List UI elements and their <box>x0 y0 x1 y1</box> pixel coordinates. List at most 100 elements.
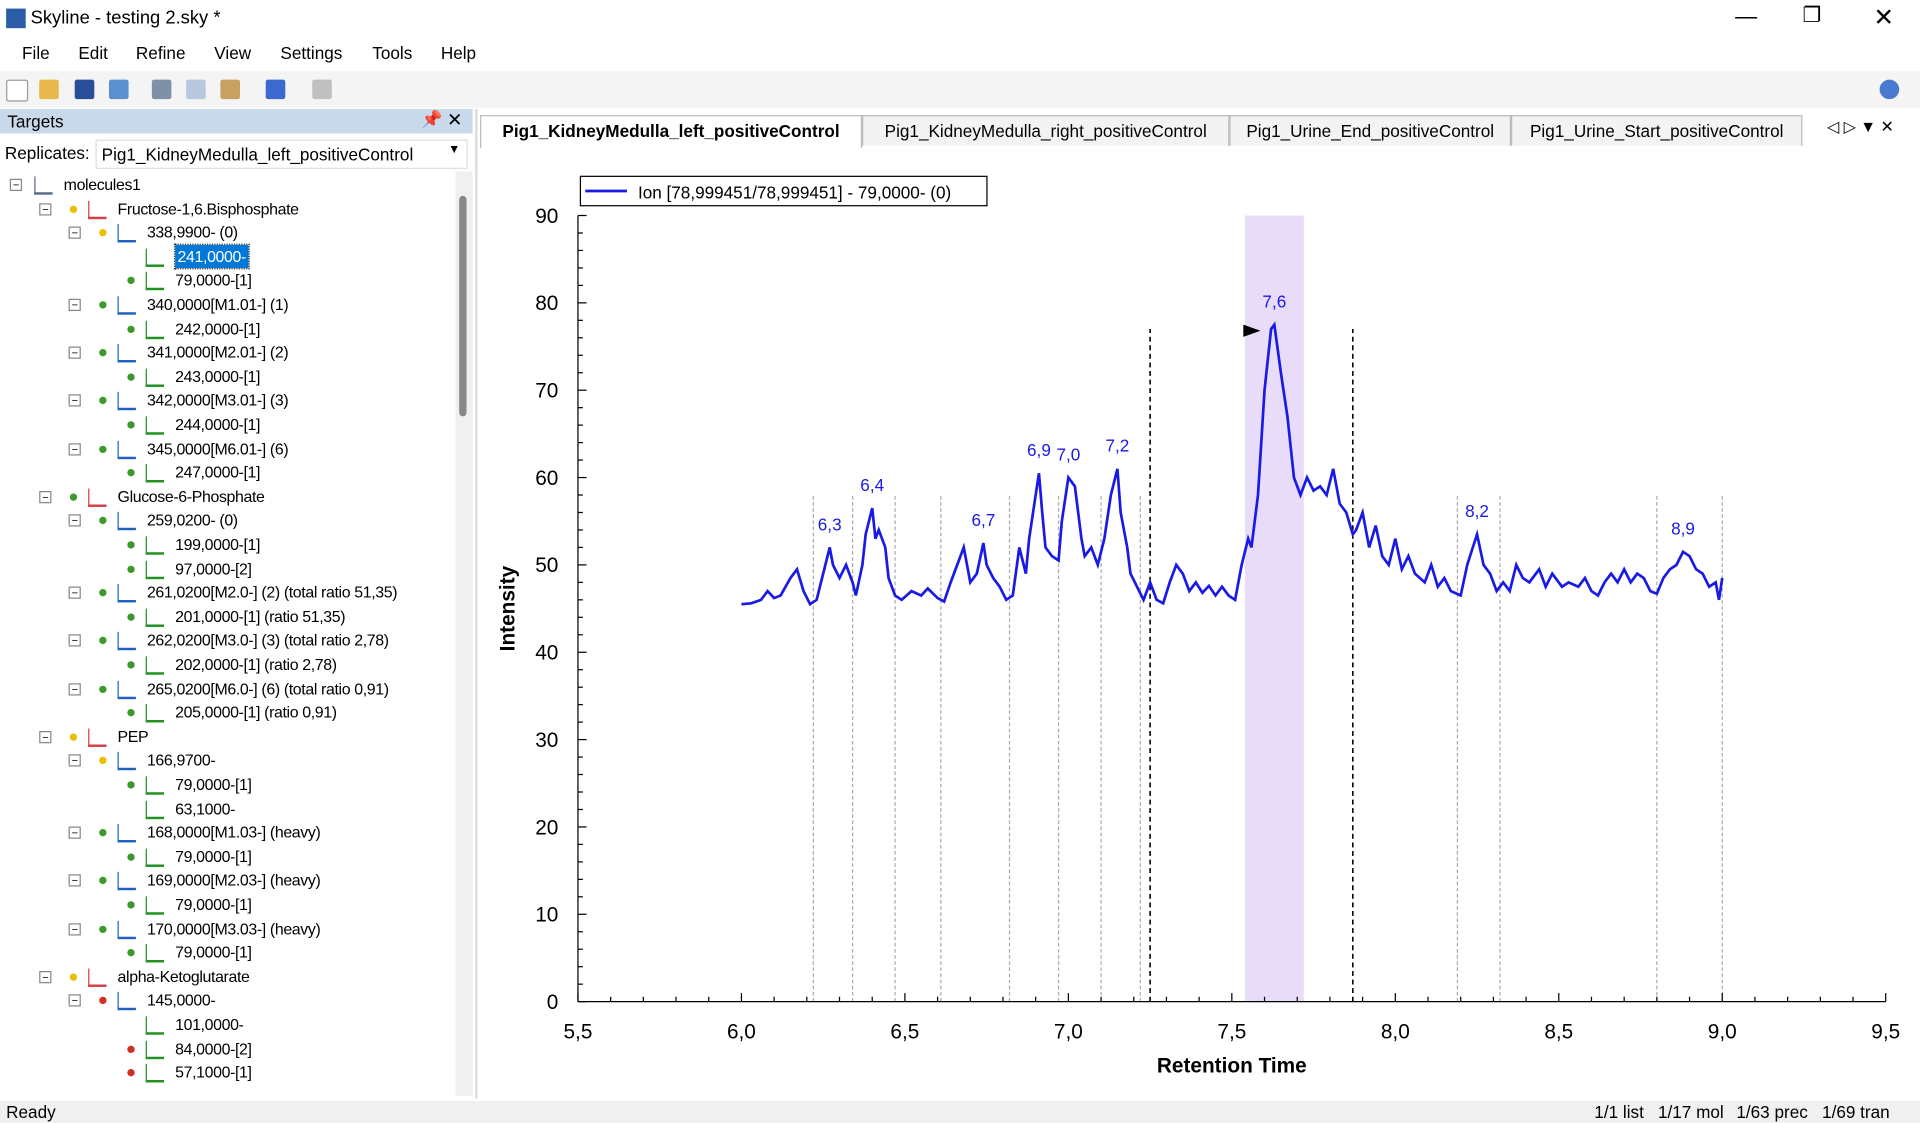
status-dot <box>127 469 135 477</box>
tree-node[interactable]: Glucose-6-Phosphate <box>117 487 265 506</box>
tree-node[interactable]: 79,0000-[1] <box>175 943 252 962</box>
tree-node[interactable]: Fructose-1,6.Bisphosphate <box>117 199 299 218</box>
expander[interactable]: − <box>68 586 81 600</box>
menu-item[interactable]: File <box>22 42 50 63</box>
expander[interactable]: − <box>68 394 81 408</box>
status-dot <box>127 781 135 789</box>
tree-node[interactable]: 57,1000-[1] <box>175 1063 252 1082</box>
menu-item[interactable]: Edit <box>78 42 108 63</box>
close-button[interactable]: ✕ <box>1873 4 1894 32</box>
tree-node[interactable]: 241,0000- <box>173 243 250 270</box>
status-dot <box>99 925 107 933</box>
expander[interactable]: − <box>68 874 81 888</box>
tree-node[interactable]: 97,0000-[2] <box>175 559 252 578</box>
menu-item[interactable]: Tools <box>372 42 413 63</box>
x-tick-label: 6,0 <box>727 1020 756 1043</box>
expander[interactable]: − <box>9 178 23 192</box>
redo-button[interactable] <box>312 79 332 100</box>
expander[interactable]: − <box>68 514 81 528</box>
save-button[interactable] <box>74 79 95 100</box>
tree-node[interactable]: 79,0000-[1] <box>175 271 252 290</box>
tree-node[interactable]: 202,0000-[1] (ratio 2,78) <box>175 655 337 674</box>
tree-node[interactable]: 166,9700- <box>146 751 216 770</box>
tree-node[interactable]: 201,0000-[1] (ratio 51,35) <box>175 607 346 626</box>
copy-button[interactable] <box>186 79 206 100</box>
menu-item[interactable]: Settings <box>280 42 343 63</box>
scrollbar[interactable] <box>455 171 473 1096</box>
tree-node[interactable]: 169,0000[M2.03-] (heavy) <box>146 871 321 890</box>
expander[interactable]: − <box>39 730 52 744</box>
tree-node[interactable]: 265,0200[M6.0-] (6) (total ratio 0,91) <box>146 679 389 698</box>
menu-bar: File Edit Refine View Settings Tools Help <box>0 36 1920 69</box>
tree-node[interactable]: 345,0000[M6.01-] (6) <box>146 439 289 458</box>
tree-node[interactable]: 338,9900- (0) <box>146 223 238 242</box>
y-tick-label: 90 <box>535 205 558 228</box>
tree-node[interactable]: 244,0000-[1] <box>175 415 261 434</box>
tree-node[interactable]: molecules1 <box>63 175 141 194</box>
restore-button[interactable]: ❐ <box>1802 3 1822 27</box>
close-targets[interactable]: ✕ <box>446 110 463 132</box>
node-icon <box>117 920 136 939</box>
tree-node[interactable]: 341,0000[M2.01-] (2) <box>146 343 289 362</box>
menu-item[interactable]: Help <box>440 42 477 63</box>
tree-node[interactable]: 79,0000-[1] <box>175 775 252 794</box>
undo-button[interactable] <box>265 79 286 100</box>
expander[interactable]: − <box>68 826 81 840</box>
expander[interactable]: − <box>68 298 81 312</box>
tree-node[interactable]: 261,0200[M2.0-] (2) (total ratio 51,35) <box>146 583 398 602</box>
expander[interactable]: − <box>68 922 81 936</box>
tree-node[interactable]: 262,0200[M3.0-] (3) (total ratio 2,78) <box>146 631 389 650</box>
tree-node[interactable]: 243,0000-[1] <box>175 367 261 386</box>
expander[interactable]: − <box>39 970 52 984</box>
expander[interactable]: − <box>39 202 52 216</box>
peak-label: 7,2 <box>1106 436 1130 456</box>
tree-node[interactable]: 342,0000[M3.01-] (3) <box>146 391 289 410</box>
tab[interactable]: Pig1_KidneyMedulla_right_positiveControl <box>862 115 1230 146</box>
targets-title: Targets <box>7 111 64 132</box>
tree-node[interactable]: 145,0000- <box>146 991 216 1010</box>
tab-nav[interactable]: ◁ ▷ ▼ ✕ <box>1826 117 1894 136</box>
tree-node[interactable]: 259,0200- (0) <box>146 511 238 530</box>
peak-label: 6,4 <box>860 475 884 495</box>
tree-node[interactable]: 170,0000[M3.03-] (heavy) <box>146 919 321 938</box>
menu-item[interactable]: View <box>214 42 252 63</box>
tab[interactable]: Pig1_Urine_End_positiveControl <box>1229 115 1512 146</box>
expander[interactable]: − <box>68 754 81 768</box>
tree-node[interactable]: 340,0000[M1.01-] (1) <box>146 295 289 314</box>
replicate-dropdown[interactable]: Pig1_KidneyMedulla_left_positiveControl … <box>95 139 468 169</box>
tree-node[interactable]: 199,0000-[1] <box>175 535 261 554</box>
tree-node[interactable]: 101,0000- <box>175 1015 244 1034</box>
tab-strip: ◁ ▷ ▼ ✕ Pig1_KidneyMedulla_left_positive… <box>480 113 1920 149</box>
tree-node[interactable]: 63,1000- <box>175 799 236 818</box>
cut-button[interactable] <box>151 79 172 100</box>
minimize-button[interactable]: — <box>1735 3 1758 29</box>
tree-node[interactable]: 84,0000-[2] <box>175 1039 252 1058</box>
tree-node[interactable]: 205,0000-[1] (ratio 0,91) <box>175 703 337 722</box>
pin-button[interactable]: 📌 <box>421 108 443 129</box>
scroll-thumb[interactable] <box>459 195 467 417</box>
tree-node[interactable]: 168,0000[M1.03-] (heavy) <box>146 823 321 842</box>
expander[interactable]: − <box>68 634 81 648</box>
chromatogram: 0 10 20 30 40 50 60 70 80 90 5,5 6,0 6,5 7,0 7,5 8,0 8,5… <box>496 175 1900 1078</box>
menu-item[interactable]: Refine <box>135 42 186 63</box>
import-button[interactable] <box>108 79 129 100</box>
expander[interactable]: − <box>68 226 81 240</box>
tab[interactable]: Pig1_Urine_Start_positiveControl <box>1511 115 1803 146</box>
expander[interactable]: − <box>68 682 81 696</box>
expander[interactable]: − <box>68 346 81 360</box>
expander[interactable]: − <box>68 442 81 456</box>
tab[interactable]: Pig1_KidneyMedulla_left_positiveControl <box>480 115 863 149</box>
open-button[interactable] <box>39 79 59 100</box>
tree-node[interactable]: 79,0000-[1] <box>175 847 252 866</box>
tree-node[interactable]: 242,0000-[1] <box>175 319 261 338</box>
tree-node[interactable]: PEP <box>117 727 149 746</box>
new-button[interactable] <box>6 79 29 102</box>
tree-node[interactable]: alpha-Ketoglutarate <box>117 967 250 986</box>
paste-button[interactable] <box>220 79 241 100</box>
expander[interactable]: − <box>68 994 81 1008</box>
settings-button[interactable] <box>1879 79 1900 100</box>
tree-node[interactable]: 247,0000-[1] <box>175 463 261 482</box>
expander[interactable]: − <box>39 490 52 504</box>
peak-label: 8,2 <box>1465 501 1489 521</box>
tree-node[interactable]: 79,0000-[1] <box>175 895 252 914</box>
